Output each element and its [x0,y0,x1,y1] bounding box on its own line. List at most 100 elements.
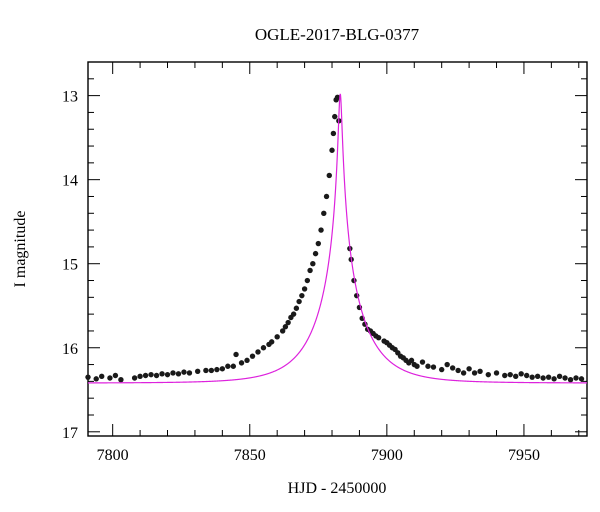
data-point [534,373,541,380]
data-point [194,368,201,374]
data-point [466,366,472,372]
data-point [279,328,286,334]
data-point [573,375,579,381]
chart-title: OGLE-2017-BLG-0377 [255,25,420,44]
data-point [85,374,91,380]
data-point [238,360,245,366]
data-point [307,267,313,274]
data-point [285,319,291,326]
data-point [274,334,280,340]
data-point [332,113,338,120]
data-point [523,372,530,379]
data-point [502,372,508,379]
data-point [444,361,450,368]
y-tick-label: 17 [62,425,78,442]
data-point [408,357,415,364]
data-point [164,371,171,378]
data-point [93,376,99,382]
data-point [330,130,337,137]
data-point [170,370,176,376]
data-point [556,373,563,380]
y-tick-label: 15 [62,257,78,274]
model-curve [88,93,587,384]
data-point [438,366,445,373]
data-point [107,375,113,381]
x-tick-label: 7800 [97,447,129,464]
data-point [203,367,209,374]
data-point [304,277,311,284]
data-point [312,250,319,257]
y-axis-ticks: 13 14 15 16 17 [62,61,587,442]
data-point [244,357,250,364]
data-point [255,349,261,355]
data-point [540,375,546,381]
data-point [562,375,568,381]
data-point [219,366,226,372]
data-point [545,374,552,380]
data-point [299,292,305,299]
data-point [425,363,431,369]
data-point [507,371,513,378]
data-point [153,372,160,379]
data-point [112,372,119,379]
x-tick-label: 7850 [234,447,266,464]
data-point [148,371,154,378]
data-point [485,371,491,378]
x-axis-ticks: 7800 7850 7900 7950 [97,62,580,464]
y-tick-label: 14 [62,173,78,190]
data-point [230,363,237,369]
data-point [159,371,165,377]
data-point [318,227,324,233]
data-point [460,370,467,376]
data-point [449,365,456,371]
data-point [142,372,149,379]
data-point [249,353,256,359]
data-point [321,210,327,216]
data-point [567,376,574,383]
data-point [118,376,124,383]
data-point [175,371,182,377]
data-point [214,366,220,373]
data-points [85,94,585,383]
y-tick-label: 13 [62,89,78,106]
data-point [131,375,138,381]
data-point [471,370,478,376]
data-point [268,339,275,345]
data-point [323,193,330,200]
data-point [518,371,524,377]
data-point [296,298,302,305]
data-point [301,286,308,292]
data-point [493,370,500,376]
y-tick-label: 16 [62,341,78,358]
data-point [430,364,437,370]
data-point [310,261,316,267]
data-point [99,373,105,380]
data-point [513,373,519,380]
data-point [455,367,461,374]
data-point [419,359,426,365]
data-point [137,373,143,380]
x-tick-label: 7900 [371,447,403,464]
data-point [225,363,231,369]
x-axis-label: HJD - 2450000 [288,480,387,497]
data-point [551,376,557,382]
y-axis-label: I magnitude [12,211,29,288]
data-point [326,172,332,179]
data-point [282,324,289,330]
data-point [414,363,420,369]
data-point [293,305,300,311]
data-point [329,147,335,153]
data-point [290,311,297,317]
data-point [578,376,585,382]
data-point [260,345,267,351]
data-point [529,374,535,380]
data-point [233,351,239,358]
data-point [334,94,341,100]
data-point [477,368,483,374]
data-point [208,367,215,374]
data-point [186,370,193,376]
data-point [181,369,187,375]
data-point [375,334,382,341]
plot-frame [87,61,588,437]
